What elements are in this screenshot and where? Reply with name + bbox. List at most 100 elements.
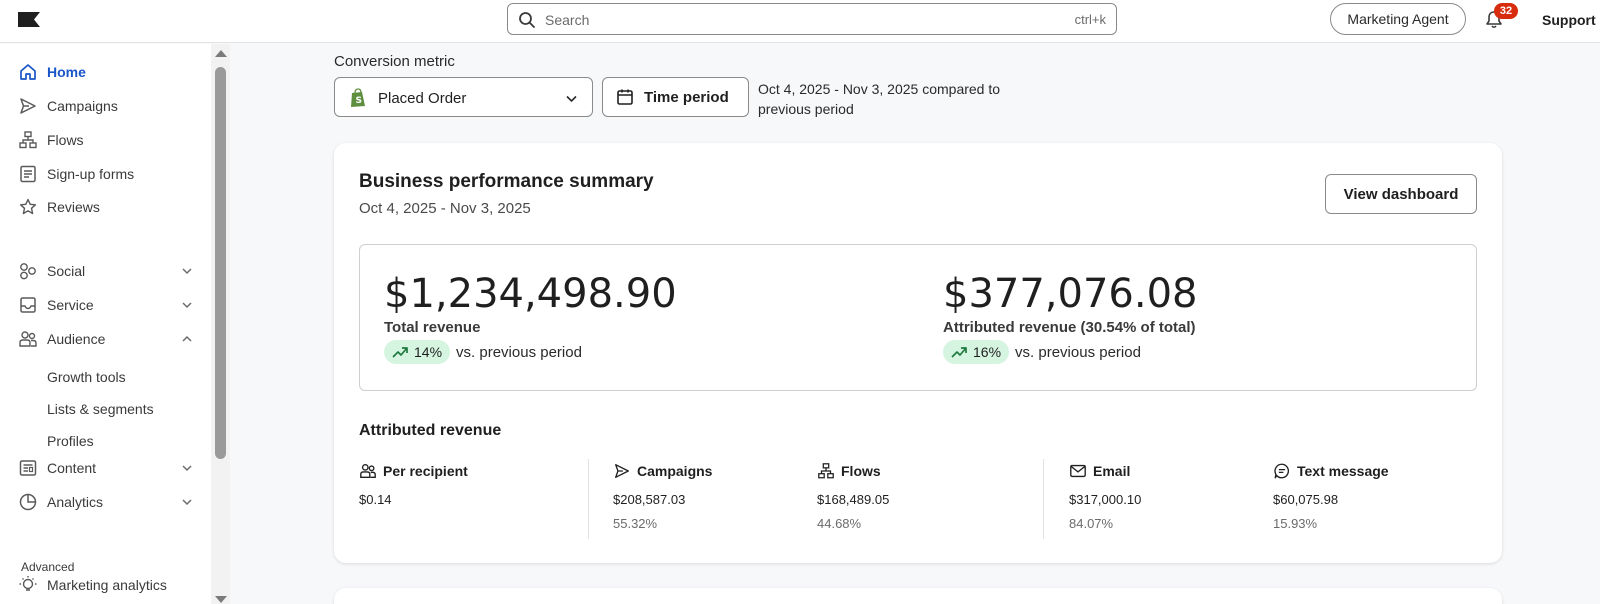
metric-select-value: Placed Order [378, 90, 467, 107]
change-value: 16% [973, 344, 1002, 360]
column-header: Email [1069, 461, 1141, 481]
notification-badge: 32 [1494, 3, 1518, 19]
sidebar-item-label: Analytics [47, 494, 104, 510]
column-label: Email [1093, 463, 1131, 479]
marketing-agent-button[interactable]: Marketing Agent [1330, 3, 1466, 35]
sidebar-item-analytics[interactable]: Analytics [18, 490, 193, 514]
flows-column: Flows $168,489.05 44.68% [817, 461, 889, 531]
social-icon [20, 263, 36, 280]
column-value: $60,075.98 [1273, 492, 1339, 507]
column-percent: 44.68% [817, 516, 862, 531]
search-shortcut: ctrl+k [1074, 12, 1106, 27]
conversion-metric-label: Conversion metric [334, 53, 455, 70]
sidebar-item-service[interactable]: Service [18, 293, 193, 317]
shopify-icon: S [351, 88, 365, 107]
sidebar-item-label: Sign-up forms [47, 166, 135, 182]
business-performance-card: Business performance summary Oct 4, 2025… [334, 143, 1502, 563]
klaviyo-logo-icon[interactable] [18, 12, 40, 27]
attributed-revenue-label: Attributed revenue (30.54% of total) [943, 319, 1196, 336]
sidebar-scrollbar[interactable] [211, 44, 230, 604]
column-value: $208,587.03 [613, 492, 686, 507]
trend-up-icon [951, 347, 967, 358]
star-icon [19, 198, 37, 215]
sidebar-item-content[interactable]: Content [18, 456, 193, 480]
view-dashboard-button[interactable]: View dashboard [1325, 174, 1477, 214]
column-percent: 84.07% [1069, 516, 1114, 531]
sidebar-item-label: Home [47, 64, 86, 80]
support-link[interactable]: Support [1542, 12, 1596, 28]
column-label: Flows [841, 463, 881, 479]
total-revenue-amount: $1,234,498.90 [384, 271, 677, 317]
column-value: $317,000.10 [1069, 492, 1142, 507]
pie-chart-icon [19, 493, 37, 511]
column-label: Per recipient [383, 463, 468, 479]
column-divider [1043, 459, 1044, 539]
change-value: 14% [414, 344, 443, 360]
column-header: Flows [817, 461, 889, 481]
column-value: $0.14 [359, 492, 392, 507]
sidebar-item-label: Marketing analytics [47, 577, 167, 593]
sidebar-item-audience[interactable]: Audience [18, 327, 193, 351]
column-divider [588, 459, 589, 539]
people-icon [360, 464, 376, 478]
column-header: Per recipient [359, 461, 468, 481]
time-period-button[interactable]: Time period [602, 77, 749, 117]
sidebar-item-label: Service [47, 297, 94, 313]
card-date-range: Oct 4, 2025 - Nov 3, 2025 [359, 200, 531, 217]
conversion-metric-select[interactable]: S Placed Order [334, 77, 593, 117]
send-icon [615, 464, 629, 478]
sidebar-section-advanced: Advanced [21, 560, 75, 574]
sidebar-item-home[interactable]: Home [18, 60, 193, 84]
kpi-box: $1,234,498.90 Total revenue 14% vs. prev… [359, 244, 1477, 391]
period-comparison-text: Oct 4, 2025 - Nov 3, 2025 compared to pr… [758, 81, 1001, 117]
search-icon [519, 12, 535, 28]
top-bar: Search ctrl+k Marketing Agent 32 Support [0, 0, 1600, 43]
sidebar-item-label: Social [47, 263, 86, 279]
sidebar-item-label: Audience [47, 331, 106, 347]
scroll-down-arrow-icon[interactable] [215, 596, 227, 603]
change-badge: 14% [384, 340, 451, 364]
column-label: Campaigns [637, 463, 713, 479]
mail-icon [1070, 464, 1086, 478]
sidebar-subitem-growth-tools[interactable]: Growth tools [47, 369, 126, 385]
sidebar-item-social[interactable]: Social [18, 259, 193, 283]
chevron-down-icon [182, 268, 192, 275]
column-header: Text message [1273, 461, 1389, 481]
next-card [334, 588, 1502, 604]
column-header: Campaigns [613, 461, 712, 481]
column-percent: 55.32% [613, 516, 658, 531]
sidebar-item-marketing-analytics[interactable]: Marketing analytics [18, 573, 193, 597]
content-icon [19, 460, 37, 476]
total-revenue-kpi: $1,234,498.90 Total revenue 14% vs. prev… [384, 271, 677, 364]
search-input[interactable]: Search ctrl+k [507, 3, 1117, 35]
campaigns-column: Campaigns $208,587.03 55.32% [613, 461, 712, 531]
column-label: Text message [1297, 463, 1389, 479]
trend-up-icon [392, 347, 408, 358]
time-period-label: Time period [644, 88, 729, 106]
attributed-revenue-amount: $377,076.08 [943, 271, 1198, 317]
scroll-up-arrow-icon[interactable] [215, 50, 227, 57]
home-icon [20, 64, 36, 80]
scrollbar-thumb[interactable] [215, 67, 226, 459]
column-value: $168,489.05 [817, 492, 890, 507]
attributed-revenue-title: Attributed revenue [359, 422, 502, 439]
attributed-revenue-kpi: $377,076.08 Attributed revenue (30.54% o… [943, 271, 1197, 364]
sidebar-subitem-profiles[interactable]: Profiles [47, 433, 94, 449]
inbox-icon [20, 297, 36, 313]
sidebar-subitem-lists-segments[interactable]: Lists & segments [47, 401, 154, 417]
column-percent: 15.93% [1273, 516, 1318, 531]
sidebar-item-flows[interactable]: Flows [18, 128, 193, 152]
sidebar-item-label: Content [47, 460, 97, 476]
total-revenue-trend: 14% vs. previous period [384, 340, 677, 364]
sidebar-item-signup-forms[interactable]: Sign-up forms [18, 162, 193, 186]
search-placeholder: Search [545, 12, 590, 28]
attributed-revenue-trend: 16% vs. previous period [943, 340, 1197, 364]
sidebar-item-campaigns[interactable]: Campaigns [18, 94, 193, 118]
change-badge: 16% [943, 340, 1010, 364]
flows-icon [19, 131, 37, 149]
message-icon [1274, 463, 1290, 479]
email-column: Email $317,000.10 84.07% [1069, 461, 1141, 531]
comparison-text: vs. previous period [1015, 343, 1141, 361]
text-message-column: Text message $60,075.98 15.93% [1273, 461, 1389, 531]
sidebar-item-reviews[interactable]: Reviews [18, 195, 193, 219]
